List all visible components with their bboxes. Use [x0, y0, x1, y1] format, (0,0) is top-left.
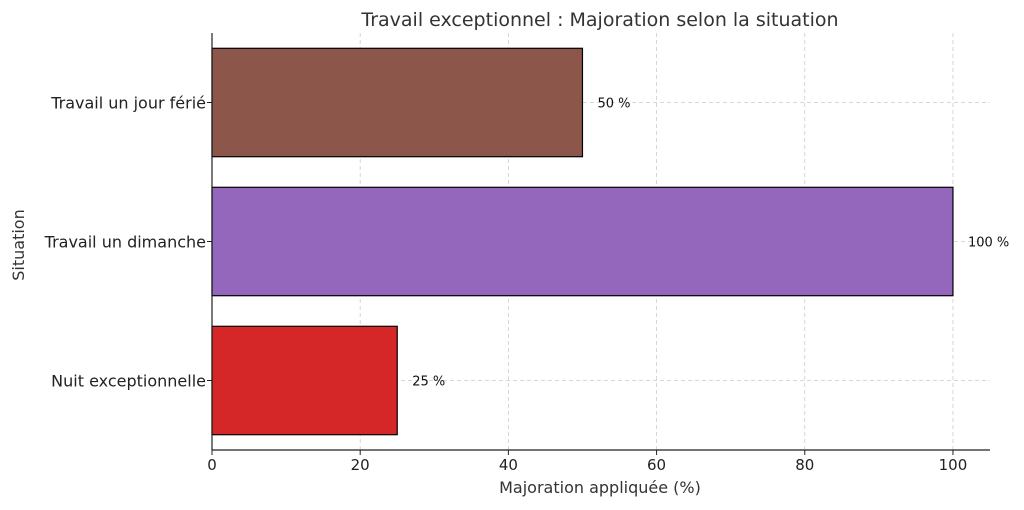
x-tick-label: 20 [351, 456, 370, 474]
x-tick-label: 60 [647, 456, 666, 474]
y-tick-label: Nuit exceptionnelle [51, 372, 206, 391]
axes: 0 20 40 60 80 100 Nuit exceptionnelle Travail u… [44, 33, 990, 474]
y-axis-label: Situation [9, 209, 28, 280]
chart-title: Travail exceptionnel : Majoration selon … [360, 9, 838, 31]
x-tick-label: 80 [795, 456, 814, 474]
x-tick-label: 40 [499, 456, 518, 474]
bar-value-label: 25 % [412, 375, 445, 390]
bar [211, 186, 954, 297]
y-tick-label: Travail un dimanche [44, 233, 206, 252]
x-axis-label: Majoration appliquée (%) [499, 478, 701, 497]
x-tick-label: 100 [939, 456, 968, 474]
bar [211, 47, 584, 158]
y-tick-label: Travail un jour férié [50, 94, 206, 113]
bar-value-label: 100 % [968, 236, 1009, 251]
bars [211, 47, 954, 436]
data-labels: 25 % 100 % 50 % [412, 97, 1009, 390]
bar-value-label: 50 % [597, 97, 630, 112]
x-tick-label: 0 [207, 456, 217, 474]
bar [211, 325, 398, 436]
